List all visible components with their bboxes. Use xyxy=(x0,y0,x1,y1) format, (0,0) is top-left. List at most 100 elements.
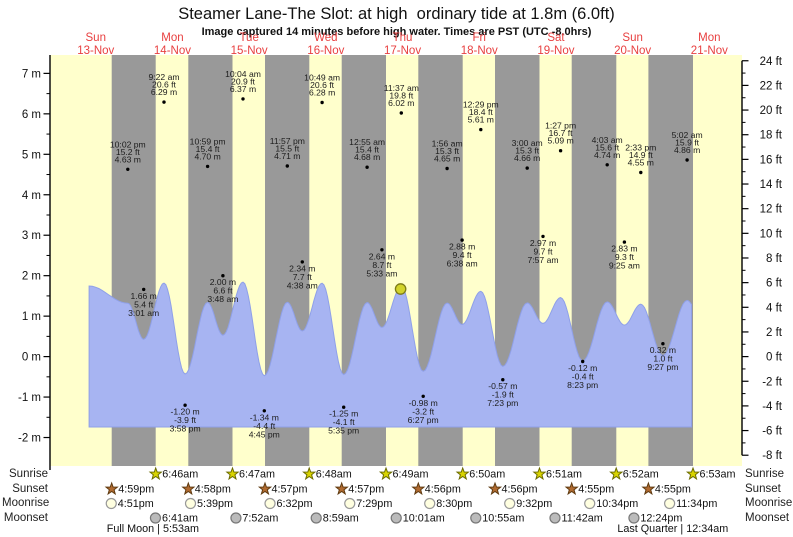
svg-text:4:38 am: 4:38 am xyxy=(287,280,318,290)
svg-text:1:56 am: 1:56 am xyxy=(432,139,463,149)
svg-text:6:38 am: 6:38 am xyxy=(447,259,478,269)
svg-text:5:02 am: 5:02 am xyxy=(672,130,703,140)
svg-text:2.64 m: 2.64 m xyxy=(369,251,395,261)
svg-text:4.68 m: 4.68 m xyxy=(354,152,380,162)
svg-text:-1.20 m: -1.20 m xyxy=(171,407,200,417)
svg-text:14-Nov: 14-Nov xyxy=(154,45,191,57)
svg-text:9:27 pm: 9:27 pm xyxy=(647,362,678,372)
svg-text:-4 ft: -4 ft xyxy=(762,401,783,413)
svg-text:12:55 am: 12:55 am xyxy=(349,137,385,147)
tide-annotation-low: -0.98 m-3.2 ft6:27 pm xyxy=(408,394,439,425)
svg-text:13-Nov: 13-Nov xyxy=(77,45,114,57)
svg-text:6:32pm: 6:32pm xyxy=(277,498,313,510)
svg-text:8:30pm: 8:30pm xyxy=(436,498,472,510)
svg-text:4.65 m: 4.65 m xyxy=(434,154,460,164)
moonrise-icon xyxy=(584,497,596,510)
svg-text:11:37 am: 11:37 am xyxy=(384,83,419,93)
svg-text:Sun: Sun xyxy=(622,32,642,44)
svg-text:18.4 ft: 18.4 ft xyxy=(469,107,494,117)
svg-text:6:53am: 6:53am xyxy=(700,469,736,481)
svg-text:4:56pm: 4:56pm xyxy=(502,484,538,496)
svg-text:6.37 m: 6.37 m xyxy=(230,84,256,94)
svg-text:1 m: 1 m xyxy=(22,311,41,323)
svg-text:4.71 m: 4.71 m xyxy=(274,151,300,161)
axis-left: 7 m 6 m 5 m 4 m 3 m 2 m 1 m 0 m -1 m -2 m xyxy=(18,55,51,470)
svg-text:Thu: Thu xyxy=(393,32,413,44)
sunset-icon xyxy=(564,481,579,496)
svg-text:-1 m: -1 m xyxy=(18,392,41,404)
svg-text:24 ft: 24 ft xyxy=(760,56,783,68)
svg-text:10:49 am: 10:49 am xyxy=(304,73,340,83)
svg-text:4:55pm: 4:55pm xyxy=(578,484,614,496)
page-title: Steamer Lane-The Slot: at high ordinary … xyxy=(178,5,615,23)
svg-text:4:55pm: 4:55pm xyxy=(655,484,691,496)
sunrise-icon xyxy=(302,466,317,481)
svg-text:9.7 ft: 9.7 ft xyxy=(533,246,553,256)
svg-text:20 ft: 20 ft xyxy=(760,105,783,117)
svg-text:0 m: 0 m xyxy=(22,352,41,364)
svg-text:6:47am: 6:47am xyxy=(239,469,275,481)
svg-text:2.97 m: 2.97 m xyxy=(530,238,556,248)
svg-text:10:01am: 10:01am xyxy=(403,513,445,525)
svg-text:10:34pm: 10:34pm xyxy=(596,498,638,510)
sunset-icon xyxy=(334,481,349,496)
svg-text:-3.9 ft: -3.9 ft xyxy=(174,415,197,425)
svg-text:4 ft: 4 ft xyxy=(766,302,783,314)
axis-right: 24 ft 22 ft 20 ft 18 ft 16 ft 14 ft 12 ft 10 ft… xyxy=(741,56,783,462)
tide-annotation-low: -0.57 m-1.9 ft7:23 pm xyxy=(487,378,518,408)
moonset-row-label-right: Moonset xyxy=(745,512,790,524)
svg-text:15.3 ft: 15.3 ft xyxy=(435,146,460,156)
svg-text:-1.9 ft: -1.9 ft xyxy=(492,390,515,400)
svg-text:16.7 ft: 16.7 ft xyxy=(549,128,574,138)
svg-text:11:42am: 11:42am xyxy=(562,513,603,525)
moonrise-icon xyxy=(344,497,356,510)
sunrise-row-label-left: Sunrise xyxy=(9,468,48,480)
svg-text:19-Nov: 19-Nov xyxy=(537,45,574,57)
svg-text:7:23 pm: 7:23 pm xyxy=(487,398,518,408)
svg-text:5:33 am: 5:33 am xyxy=(366,268,397,278)
svg-text:20.6 ft: 20.6 ft xyxy=(152,80,177,90)
svg-text:-0.57 m: -0.57 m xyxy=(488,381,517,391)
svg-text:6 ft: 6 ft xyxy=(766,278,783,290)
moonrise-icon xyxy=(504,497,516,510)
tide-annotation-low: -1.34 m-4.4 ft4:45 pm xyxy=(249,409,280,439)
moonset-icon xyxy=(230,512,242,524)
svg-text:16 ft: 16 ft xyxy=(760,154,783,166)
moonset-icon xyxy=(390,512,402,524)
svg-text:4:45 pm: 4:45 pm xyxy=(249,429,280,439)
sunrise-icon xyxy=(609,466,624,481)
svg-text:15.2 ft: 15.2 ft xyxy=(116,147,141,157)
moonrise-row: 4:51pm 5:39pm 6:32pm 7:29pm 8:30pm 9:32pm 10:3… xyxy=(105,497,717,510)
svg-text:Mon: Mon xyxy=(161,32,183,44)
sunset-icon xyxy=(411,481,426,496)
svg-text:4.86 m: 4.86 m xyxy=(674,145,700,155)
svg-text:4:03 am: 4:03 am xyxy=(592,135,623,145)
sunrise-icon xyxy=(225,466,240,481)
svg-text:5 m: 5 m xyxy=(22,149,41,161)
svg-text:10:02 pm: 10:02 pm xyxy=(110,139,146,149)
svg-text:6:46am: 6:46am xyxy=(162,469,198,481)
svg-text:Mon: Mon xyxy=(698,32,720,44)
tide-annotation-low: 0.32 m1.0 ft9:27 pm xyxy=(647,342,678,372)
svg-text:6:52am: 6:52am xyxy=(623,469,659,481)
svg-text:4:58pm: 4:58pm xyxy=(195,484,231,496)
sunrise-icon xyxy=(148,466,163,481)
svg-text:8:23 pm: 8:23 pm xyxy=(567,380,598,390)
svg-text:-1.34 m: -1.34 m xyxy=(250,412,279,422)
svg-text:-6 ft: -6 ft xyxy=(762,426,783,438)
svg-text:2.00 m: 2.00 m xyxy=(210,277,236,287)
svg-text:2.34 m: 2.34 m xyxy=(289,263,315,273)
sunset-icon xyxy=(257,481,273,496)
